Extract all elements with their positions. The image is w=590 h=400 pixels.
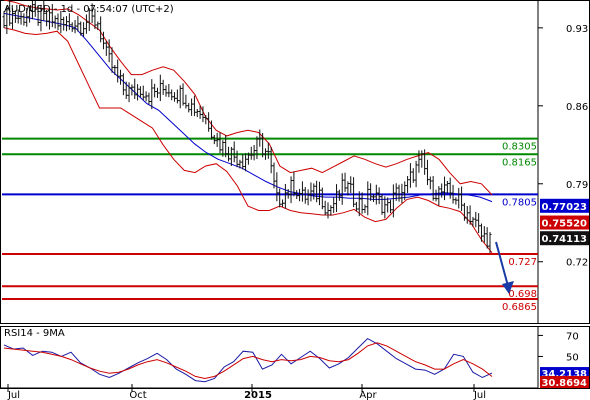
rsi-ma-line bbox=[3, 342, 493, 380]
projection-arrowhead bbox=[502, 281, 514, 294]
rsi-badge-label: 34.2138 bbox=[541, 369, 587, 380]
projection-arrow bbox=[495, 241, 509, 287]
price-badge-label: 0.74113 bbox=[541, 234, 587, 245]
rsi-y-tick-label: 50 bbox=[566, 352, 579, 363]
price-badge bbox=[540, 231, 589, 246]
x-tick-label: 2015 bbox=[244, 390, 272, 400]
level-label: 0.698 bbox=[508, 289, 537, 300]
rsi-y-tick-label: 70 bbox=[566, 331, 579, 342]
level-label: 0.8165 bbox=[502, 157, 537, 168]
price-y-tick-label: 0.72 bbox=[566, 258, 588, 269]
bollinger-upper-line bbox=[3, 0, 493, 196]
rsi-panel-frame bbox=[0, 326, 590, 389]
rsi-chart-title: RSI14 - 9MA bbox=[4, 328, 65, 339]
price-badge-label: 0.75520 bbox=[541, 219, 587, 230]
x-tick-label: Oct bbox=[129, 390, 146, 400]
level-label: 0.7805 bbox=[502, 197, 537, 208]
x-tick-label: Jul bbox=[7, 390, 20, 400]
price-y-tick-label: 0.86 bbox=[566, 102, 588, 113]
rsi-badge bbox=[540, 376, 589, 388]
x-tick-label: Apr bbox=[359, 390, 377, 400]
price-y-tick-label: 0.79 bbox=[566, 180, 588, 191]
level-label: 0.727 bbox=[508, 257, 537, 268]
rsi-line bbox=[3, 337, 493, 383]
level-label: 0.8305 bbox=[502, 142, 537, 153]
price-badge-label: 0.77023 bbox=[541, 202, 587, 213]
x-axis: Jul Oct 2015 Apr Jul bbox=[0, 384, 538, 400]
level-label: 0.6865 bbox=[502, 302, 537, 313]
bollinger-lower-line bbox=[3, 27, 493, 254]
moving-average-line bbox=[3, 12, 493, 203]
price-badge bbox=[540, 198, 589, 213]
price-y-tick-label: 0.93 bbox=[566, 24, 588, 35]
price-badge bbox=[540, 215, 589, 230]
x-tick-label: Jul bbox=[473, 390, 486, 400]
rsi-badge-label: 30.8694 bbox=[541, 378, 587, 389]
price-panel: 0.93 0.86 0.79 0.72 0.8305 0.8165 0.7805 0.727 0… bbox=[0, 0, 590, 324]
price-chart-title: AUD/USD - 1d - 07:54:07 (UTC+2) bbox=[4, 4, 174, 15]
